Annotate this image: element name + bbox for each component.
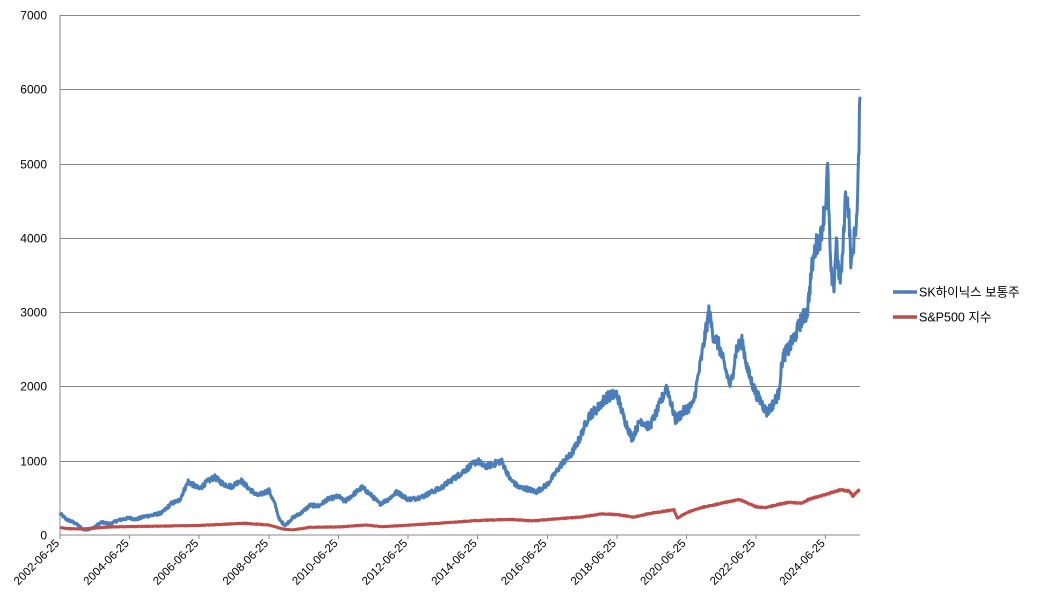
series-line-1	[58, 96, 862, 532]
x-tick-label: 2016-06-25	[499, 538, 549, 588]
x-tick-labels: 2002-06-25 2004-06-25 2006-06-25 2008-06-25…	[12, 535, 828, 588]
x-tick-label: 2020-06-25	[639, 538, 689, 588]
series-lines	[58, 96, 862, 532]
y-tick-label: 6000	[20, 83, 47, 97]
y-tick-label: 5000	[20, 158, 47, 172]
y-tick-labels: 0 1000 2000 3000 4000 5000 6000 7000	[20, 9, 47, 543]
x-tick-label: 2004-06-25	[82, 538, 132, 588]
y-tick-label: 2000	[20, 380, 47, 394]
y-tick-label: 3000	[20, 306, 47, 320]
series-line-2	[58, 487, 861, 532]
x-tick-label: 2018-06-25	[569, 538, 619, 588]
y-tick-label: 1000	[20, 455, 47, 469]
y-tick-label: 7000	[20, 9, 47, 23]
x-tick-label: 2010-06-25	[290, 538, 340, 588]
x-tick-label: 2006-06-25	[151, 538, 201, 588]
legend: SK하이닉스 보통주 S&P500 지수	[893, 286, 1020, 325]
x-tick-label: 2002-06-25	[12, 538, 62, 588]
grid-lines	[60, 15, 860, 462]
x-tick-label: 2012-06-25	[360, 538, 410, 588]
x-tick-label: 2008-06-25	[221, 538, 271, 588]
axes	[59, 15, 860, 536]
x-tick-label: 2014-06-25	[430, 538, 480, 588]
x-tick-label: 2024-06-25	[778, 538, 828, 588]
legend-label: SK하이닉스 보통주	[919, 286, 1020, 300]
legend-label: S&P500 지수	[919, 311, 991, 325]
y-tick-label: 4000	[20, 232, 47, 246]
x-tick-label: 2022-06-25	[708, 538, 758, 588]
y-tick-label: 0	[40, 529, 47, 543]
